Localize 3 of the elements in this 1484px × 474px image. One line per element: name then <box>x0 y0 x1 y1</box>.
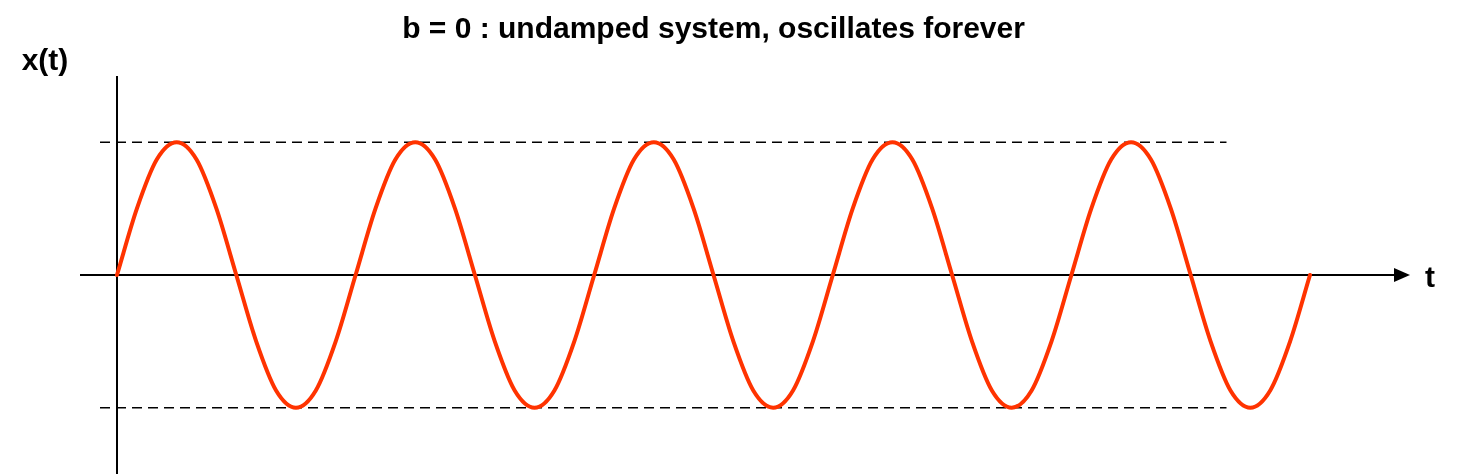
chart-title: b = 0 : undamped system, oscillates forever <box>402 11 1026 45</box>
y-axis-title: x(t) <box>21 43 69 77</box>
x-axis-title: t <box>1425 260 1435 294</box>
